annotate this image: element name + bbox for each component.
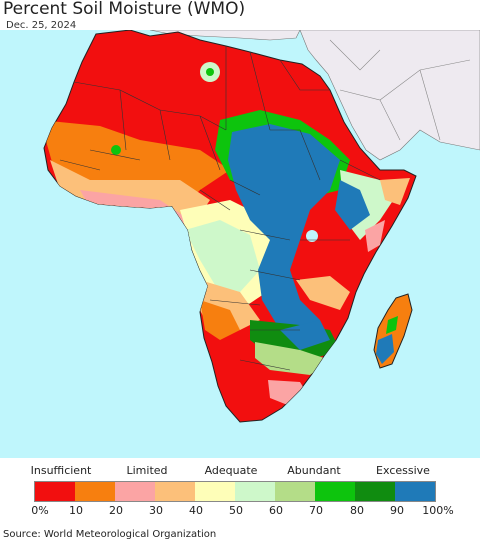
legend-swatch-0 xyxy=(35,482,75,501)
madagascar-green-zone xyxy=(386,316,398,334)
legend-label-abundant: Abundant xyxy=(287,464,341,477)
legend-color-bar xyxy=(34,481,436,502)
legend-swatch-2 xyxy=(115,482,155,501)
legend-swatch-1 xyxy=(75,482,115,501)
zambia-peach-zone xyxy=(296,276,350,310)
legend-tick: 50 xyxy=(229,504,243,517)
legend-swatch-5 xyxy=(235,482,275,501)
map-date: Dec. 25, 2024 xyxy=(6,20,77,31)
legend-swatch-3 xyxy=(155,482,195,501)
legend-tick: 0% xyxy=(31,504,49,517)
arabia-landmass xyxy=(299,30,480,161)
horn-peach-zone xyxy=(380,178,410,205)
legend-tick: 60 xyxy=(269,504,283,517)
legend-label-insufficient: Insufficient xyxy=(30,464,92,477)
legend-swatch-6 xyxy=(275,482,315,501)
arabia-borders xyxy=(329,39,471,141)
east-africa-blue-zone xyxy=(228,124,340,340)
legend-tick: 10 xyxy=(69,504,83,517)
legend-tick: 30 xyxy=(149,504,163,517)
legend-tick: 40 xyxy=(189,504,203,517)
soil-moisture-map xyxy=(0,30,480,458)
country-borders xyxy=(59,46,381,371)
legend-tick: 20 xyxy=(109,504,123,517)
ghana-green-spot xyxy=(111,145,121,155)
legend-label-excessive: Excessive xyxy=(376,464,430,477)
legend-swatch-7 xyxy=(315,482,355,501)
legend-label-adequate: Adequate xyxy=(204,464,258,477)
map-title: Percent Soil Moisture (WMO) xyxy=(3,0,246,19)
legend-tick: 100% xyxy=(422,504,454,517)
central-lightgreen-band xyxy=(185,220,260,292)
angola-orange-zone xyxy=(200,300,240,340)
kenya-blue-zone xyxy=(335,180,370,230)
legend-swatch-4 xyxy=(195,482,235,501)
legend-label-limited: Limited xyxy=(126,464,168,477)
legend-tick: 90 xyxy=(390,504,404,517)
mozambique-blue-zone xyxy=(280,320,330,350)
madagascar-blue-zone xyxy=(376,334,394,364)
legend-tick: 80 xyxy=(350,504,364,517)
somalia-pink-zone xyxy=(365,220,385,252)
legend-swatch-8 xyxy=(355,482,395,501)
source-note: Source: World Meteorological Organizatio… xyxy=(3,529,217,540)
legend-tick: 70 xyxy=(309,504,323,517)
legend-swatch-9 xyxy=(395,482,435,501)
libya-green-core xyxy=(206,68,214,76)
lake-victoria xyxy=(306,230,318,242)
